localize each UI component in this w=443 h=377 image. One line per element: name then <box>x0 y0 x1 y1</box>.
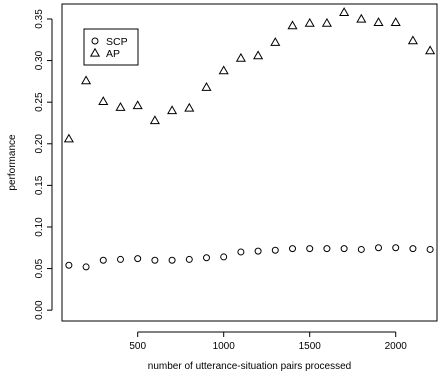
point-scp <box>202 254 210 262</box>
data-marks <box>63 7 436 271</box>
y-tick-label: 0.20 <box>34 134 45 154</box>
point-scp <box>151 256 159 264</box>
point-scp <box>375 244 383 252</box>
y-axis-title: performance <box>7 134 18 191</box>
x-axis-title: number of utterance-situation pairs proc… <box>148 361 351 372</box>
point-scp <box>271 246 279 254</box>
point-ap <box>373 17 384 26</box>
point-scp <box>357 245 365 253</box>
point-ap <box>184 102 195 112</box>
point-scp <box>426 245 434 253</box>
point-scp <box>116 255 124 263</box>
x-tick-label: 2000 <box>385 341 408 352</box>
y-tick-label: 0.10 <box>34 217 45 237</box>
x-tick-label: 500 <box>129 341 146 352</box>
point-scp <box>185 255 193 263</box>
y-tick-label: 0.30 <box>34 50 45 70</box>
point-scp <box>254 247 262 255</box>
point-ap <box>63 133 74 143</box>
point-ap <box>201 81 212 91</box>
legend-box <box>83 28 139 66</box>
point-ap <box>425 45 436 55</box>
point-ap <box>81 75 92 85</box>
y-tick-label: 0.05 <box>34 258 45 278</box>
plot-frame <box>61 3 438 322</box>
point-scp <box>168 256 176 264</box>
legend-marker-ap <box>89 47 101 57</box>
point-ap <box>132 100 143 110</box>
point-scp <box>392 244 400 252</box>
point-ap <box>390 17 401 26</box>
point-ap <box>270 37 281 46</box>
series-scp <box>65 244 434 271</box>
legend-label-ap: AP <box>106 48 120 60</box>
y-tick-label: 0.15 <box>34 175 45 195</box>
point-scp <box>82 263 90 271</box>
point-scp <box>306 245 314 253</box>
point-scp <box>289 245 297 253</box>
point-scp <box>220 253 228 261</box>
point-ap <box>235 52 246 62</box>
point-ap <box>115 101 126 111</box>
point-ap <box>218 65 229 75</box>
point-ap <box>98 96 109 105</box>
axes: 500 1000 1500 2000 0.00 0.05 0.10 0.15 0.20 0.25 0… <box>34 3 438 352</box>
point-scp <box>65 261 73 269</box>
x-tick-label: 1000 <box>213 341 236 352</box>
point-ap <box>321 17 332 27</box>
point-ap <box>287 20 298 30</box>
point-ap <box>304 17 315 27</box>
x-tick-label: 1500 <box>299 341 322 352</box>
y-tick-label: 0.25 <box>34 92 45 112</box>
point-ap <box>253 50 264 60</box>
point-scp <box>409 245 417 253</box>
point-scp <box>237 248 245 256</box>
legend-marker-scp <box>91 37 99 45</box>
point-ap <box>149 115 160 125</box>
y-tick-label: 0.00 <box>34 300 45 320</box>
point-scp <box>134 255 142 263</box>
point-ap <box>356 13 367 23</box>
point-scp <box>323 245 331 253</box>
point-ap <box>167 105 178 115</box>
point-ap <box>407 35 418 45</box>
point-scp <box>340 245 348 253</box>
point-scp <box>99 256 107 264</box>
series-ap <box>63 7 436 143</box>
legend-label-scp: SCP <box>106 36 128 48</box>
point-ap <box>339 7 350 16</box>
y-tick-label: 0.35 <box>34 9 45 29</box>
